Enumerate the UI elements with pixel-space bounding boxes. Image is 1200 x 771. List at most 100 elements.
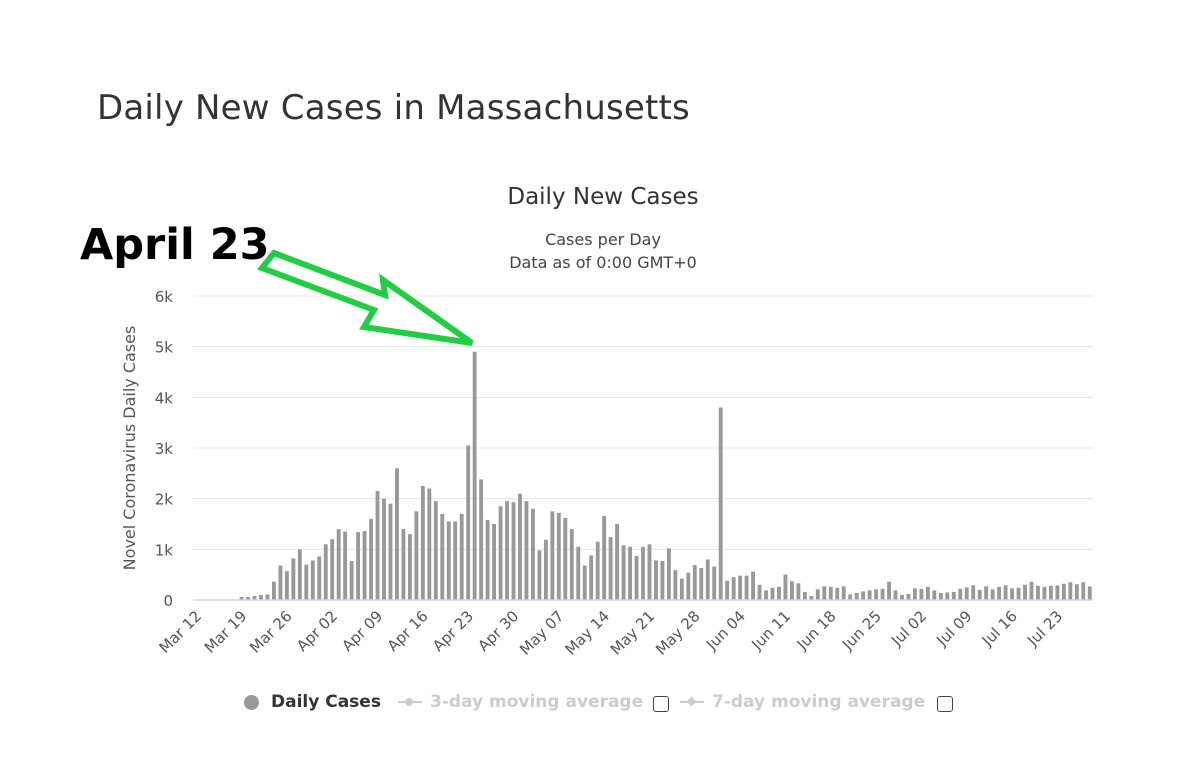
bar[interactable]	[731, 577, 736, 600]
bar[interactable]	[563, 517, 568, 600]
bar[interactable]	[395, 468, 399, 600]
bar[interactable]	[951, 591, 956, 600]
bar[interactable]	[317, 556, 322, 600]
bar[interactable]	[887, 581, 891, 600]
bar[interactable]	[751, 571, 756, 600]
bar[interactable]	[621, 545, 626, 600]
bar[interactable]	[518, 493, 522, 600]
bar[interactable]	[738, 575, 743, 600]
bar[interactable]	[900, 594, 904, 600]
bar[interactable]	[666, 548, 671, 600]
bar[interactable]	[718, 407, 723, 600]
bar[interactable]	[815, 589, 820, 600]
bar[interactable]	[712, 566, 717, 600]
bar[interactable]	[841, 586, 846, 600]
legend-item-3-day-average[interactable]: 3-day moving average	[398, 690, 643, 714]
bar[interactable]	[550, 511, 555, 600]
bar[interactable]	[1061, 583, 1066, 600]
bar[interactable]	[582, 565, 587, 600]
bar[interactable]	[686, 572, 691, 600]
bar[interactable]	[744, 575, 749, 600]
bar[interactable]	[874, 589, 879, 600]
bar[interactable]	[453, 521, 458, 600]
bar[interactable]	[854, 592, 859, 600]
bar[interactable]	[1036, 585, 1040, 600]
bar[interactable]	[867, 590, 872, 600]
bar[interactable]	[336, 529, 341, 600]
bar[interactable]	[427, 488, 432, 600]
bar[interactable]	[576, 546, 581, 600]
bar[interactable]	[997, 586, 1002, 600]
bar[interactable]	[977, 589, 982, 600]
bar[interactable]	[1048, 585, 1053, 600]
bar[interactable]	[913, 588, 917, 600]
bar[interactable]	[375, 491, 380, 600]
bar[interactable]	[789, 581, 794, 600]
bar[interactable]	[679, 578, 684, 600]
bar[interactable]	[802, 591, 807, 600]
bar[interactable]	[880, 588, 885, 600]
bar[interactable]	[757, 584, 762, 600]
bar[interactable]	[498, 506, 503, 600]
bar[interactable]	[589, 555, 594, 600]
bar[interactable]	[401, 529, 406, 600]
bar[interactable]	[919, 588, 924, 600]
bar[interactable]	[259, 594, 263, 600]
legend-item-daily-cases[interactable]: Daily Cases	[244, 690, 381, 714]
bar[interactable]	[505, 501, 509, 600]
bar[interactable]	[945, 592, 950, 600]
bar[interactable]	[608, 537, 613, 600]
bar[interactable]	[861, 591, 866, 600]
bar[interactable]	[265, 594, 270, 600]
bar[interactable]	[990, 589, 995, 600]
bar[interactable]	[271, 581, 276, 600]
bar[interactable]	[1055, 585, 1060, 600]
bar[interactable]	[252, 595, 257, 600]
bar[interactable]	[297, 549, 302, 600]
bar[interactable]	[310, 560, 315, 600]
bar[interactable]	[822, 586, 827, 600]
bar[interactable]	[414, 511, 419, 600]
bar[interactable]	[569, 529, 574, 600]
bar[interactable]	[906, 593, 911, 600]
bar[interactable]	[369, 518, 373, 600]
bar[interactable]	[628, 546, 632, 600]
bar[interactable]	[699, 568, 704, 600]
bar[interactable]	[705, 559, 710, 600]
bar[interactable]	[660, 560, 665, 600]
bar[interactable]	[284, 571, 289, 600]
bar[interactable]	[796, 583, 801, 600]
bar[interactable]	[433, 501, 438, 600]
bar[interactable]	[304, 564, 309, 600]
bar[interactable]	[673, 570, 678, 600]
bar[interactable]	[466, 445, 471, 600]
bar[interactable]	[511, 502, 516, 600]
bar[interactable]	[958, 588, 963, 600]
bar[interactable]	[1029, 581, 1034, 600]
bar[interactable]	[382, 498, 386, 600]
bar[interactable]	[556, 512, 561, 600]
bar[interactable]	[420, 486, 425, 600]
bar[interactable]	[330, 539, 335, 600]
bar[interactable]	[407, 534, 412, 600]
bar[interactable]	[479, 479, 484, 600]
bar[interactable]	[764, 590, 768, 600]
bar[interactable]	[925, 586, 930, 600]
bar[interactable]	[615, 524, 620, 600]
bar[interactable]	[777, 586, 781, 600]
bar[interactable]	[654, 560, 658, 600]
bar[interactable]	[1087, 586, 1092, 600]
checkbox-3-day-average[interactable]	[653, 696, 669, 712]
bar[interactable]	[1010, 588, 1014, 600]
bar[interactable]	[530, 508, 535, 600]
bar[interactable]	[835, 587, 840, 600]
bar[interactable]	[770, 587, 775, 600]
bar[interactable]	[349, 560, 354, 600]
bar[interactable]	[641, 546, 645, 600]
bar[interactable]	[602, 515, 607, 600]
bar[interactable]	[634, 555, 639, 600]
bar[interactable]	[1023, 584, 1027, 600]
bar[interactable]	[809, 595, 814, 600]
bar[interactable]	[848, 594, 853, 600]
bar[interactable]	[440, 513, 445, 600]
